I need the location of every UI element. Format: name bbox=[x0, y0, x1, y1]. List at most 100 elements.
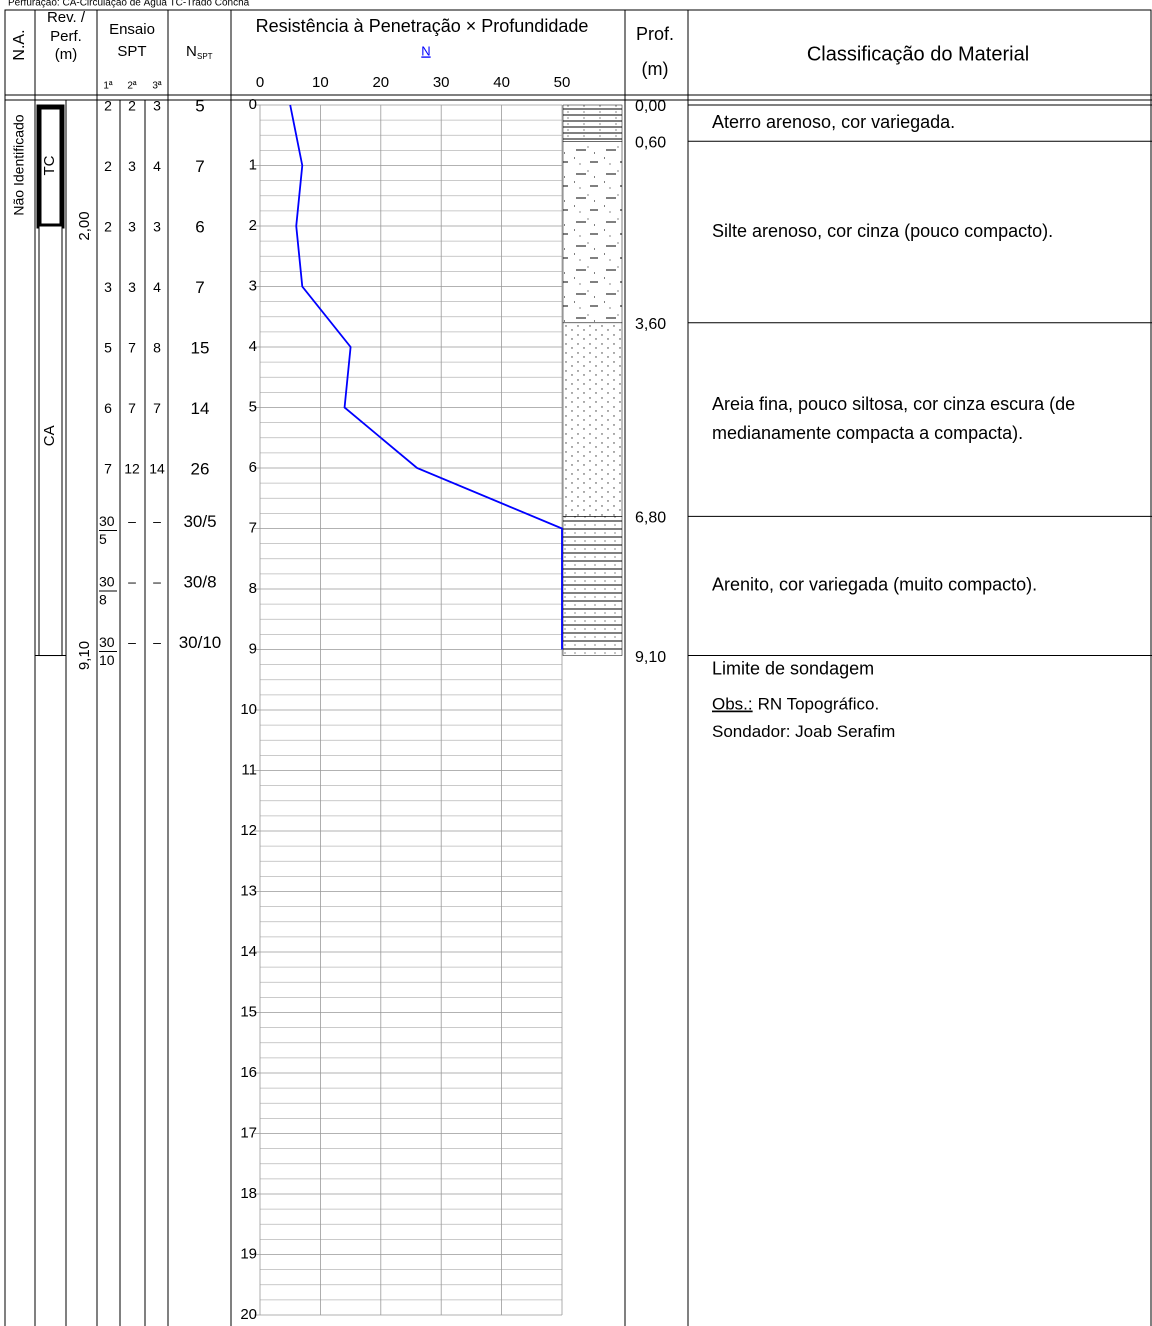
depth-tick-label: 5 bbox=[249, 398, 257, 415]
rev-header: Perf. bbox=[50, 28, 82, 45]
blow-header: 2ª bbox=[127, 81, 137, 92]
blow-count: 8 bbox=[153, 340, 161, 356]
depth-tick-label: 20 bbox=[240, 1306, 257, 1323]
penetration-curve bbox=[289, 104, 563, 650]
depth-tick-label: 10 bbox=[240, 701, 257, 718]
depth-tick-label: 6 bbox=[249, 459, 257, 476]
depth-tick-label: 0 bbox=[249, 96, 257, 113]
blow-count: 2 bbox=[104, 158, 112, 174]
driller: Sondador: Joab Serafim bbox=[712, 722, 895, 741]
blow-count: 7 bbox=[153, 400, 161, 416]
nspt-value: 26 bbox=[191, 459, 210, 478]
blow-count: 3 bbox=[153, 98, 161, 114]
blow-count: – bbox=[128, 574, 136, 590]
nspt-value: 14 bbox=[191, 399, 210, 418]
depth-tick-label: 13 bbox=[240, 882, 257, 899]
depth-tick-label: 11 bbox=[241, 761, 257, 778]
nspt-value: 7 bbox=[195, 157, 204, 176]
lithology bbox=[562, 141, 623, 324]
blow-count: 30 bbox=[99, 634, 115, 650]
depth-tick-label: 12 bbox=[240, 822, 257, 839]
blow-count: 4 bbox=[153, 279, 161, 295]
depth-tick-label: 4 bbox=[249, 338, 257, 355]
layer-depth: 3,60 bbox=[635, 316, 666, 333]
lithology bbox=[562, 516, 623, 656]
blow-count: 2 bbox=[104, 219, 112, 235]
blow-count: 12 bbox=[124, 461, 140, 477]
blow-header: 1ª bbox=[103, 81, 113, 92]
lithology bbox=[562, 104, 623, 142]
depth-tick-label: 2 bbox=[249, 217, 257, 234]
depth-tick-label: 14 bbox=[240, 943, 257, 960]
nspt-value: 30/8 bbox=[183, 572, 216, 591]
blow-count: 30 bbox=[99, 574, 115, 590]
depth-tick-label: 18 bbox=[240, 1185, 257, 1202]
depth-tick-label: 3 bbox=[249, 277, 257, 294]
water-level: Não Identificado bbox=[11, 114, 27, 215]
blow-count: 3 bbox=[128, 279, 136, 295]
blow-header: 3ª bbox=[152, 81, 162, 92]
blow-count: 5 bbox=[104, 340, 112, 356]
blow-count: 7 bbox=[128, 400, 136, 416]
blow-count: – bbox=[128, 513, 136, 529]
x-tick-label: 50 bbox=[554, 74, 571, 91]
nspt-value: 5 bbox=[195, 96, 204, 115]
blow-count: 3 bbox=[153, 219, 161, 235]
lithology bbox=[562, 322, 623, 517]
blow-count: 3 bbox=[128, 219, 136, 235]
obs-note: Obs.: RN Topográfico. bbox=[712, 695, 879, 714]
perf-depth: 2,00 bbox=[76, 211, 93, 240]
na-header: N.A. bbox=[11, 29, 28, 60]
depth-tick-label: 19 bbox=[240, 1245, 257, 1262]
caption: Perfuração: CA-Circulação de Água TC-Tra… bbox=[8, 0, 250, 9]
spt-header: Ensaio bbox=[109, 21, 155, 38]
layer-depth: 0,00 bbox=[635, 98, 666, 115]
nspt-sub: SPT bbox=[197, 52, 213, 61]
layer-description: Silte arenoso, cor cinza (pouco compacto… bbox=[712, 221, 1053, 241]
penetration-cm: 5 bbox=[99, 531, 107, 547]
depth-tick-label: 8 bbox=[249, 580, 257, 597]
blow-count: – bbox=[153, 513, 161, 529]
perf-depth: 9,10 bbox=[76, 641, 93, 670]
x-tick-label: 0 bbox=[256, 74, 264, 91]
depth-tick-label: 15 bbox=[240, 1003, 257, 1020]
blow-count: 7 bbox=[128, 340, 136, 356]
layer-description: Arenito, cor variegada (muito compacto). bbox=[712, 575, 1037, 595]
nspt-value: 15 bbox=[191, 338, 210, 357]
penetration-cm: 8 bbox=[99, 592, 107, 608]
obs-text: RN Topográfico. bbox=[758, 695, 880, 714]
blow-count: 3 bbox=[104, 279, 112, 295]
depth-tick-label: 16 bbox=[240, 1064, 257, 1081]
classification-header: Classificação do Material bbox=[807, 43, 1029, 65]
blow-count: 30 bbox=[99, 513, 115, 529]
chart-axis-title: N bbox=[421, 43, 430, 58]
obs-label: Obs.: bbox=[712, 695, 753, 714]
rev-header: Rev. / bbox=[47, 9, 86, 26]
nspt-header: N bbox=[186, 43, 197, 60]
penetration-cm: 10 bbox=[99, 652, 115, 668]
blow-count: – bbox=[153, 634, 161, 650]
blow-count: 3 bbox=[128, 158, 136, 174]
nspt-value: 6 bbox=[195, 217, 204, 236]
depth-tick-label: 17 bbox=[240, 1124, 257, 1141]
blow-count: – bbox=[128, 634, 136, 650]
spt-header: SPT bbox=[117, 43, 146, 60]
blow-count: 6 bbox=[104, 400, 112, 416]
layer-description: Aterro arenoso, cor variegada. bbox=[712, 112, 955, 132]
x-tick-label: 10 bbox=[312, 74, 329, 91]
x-tick-label: 40 bbox=[493, 74, 510, 91]
blow-count: – bbox=[153, 574, 161, 590]
rev-header: (m) bbox=[55, 46, 78, 63]
blow-count: 2 bbox=[104, 98, 112, 114]
blow-count: 2 bbox=[128, 98, 136, 114]
casing-label: TC bbox=[41, 155, 58, 175]
casing-label: CA bbox=[41, 425, 58, 446]
blow-count: 4 bbox=[153, 158, 161, 174]
layer-depth: 0,60 bbox=[635, 135, 666, 152]
nspt-value: 7 bbox=[195, 278, 204, 297]
nspt-value: 30/5 bbox=[183, 512, 216, 531]
depth-tick-label: 1 bbox=[249, 156, 257, 173]
x-tick-label: 30 bbox=[433, 74, 450, 91]
nspt-value: 30/10 bbox=[179, 633, 222, 652]
